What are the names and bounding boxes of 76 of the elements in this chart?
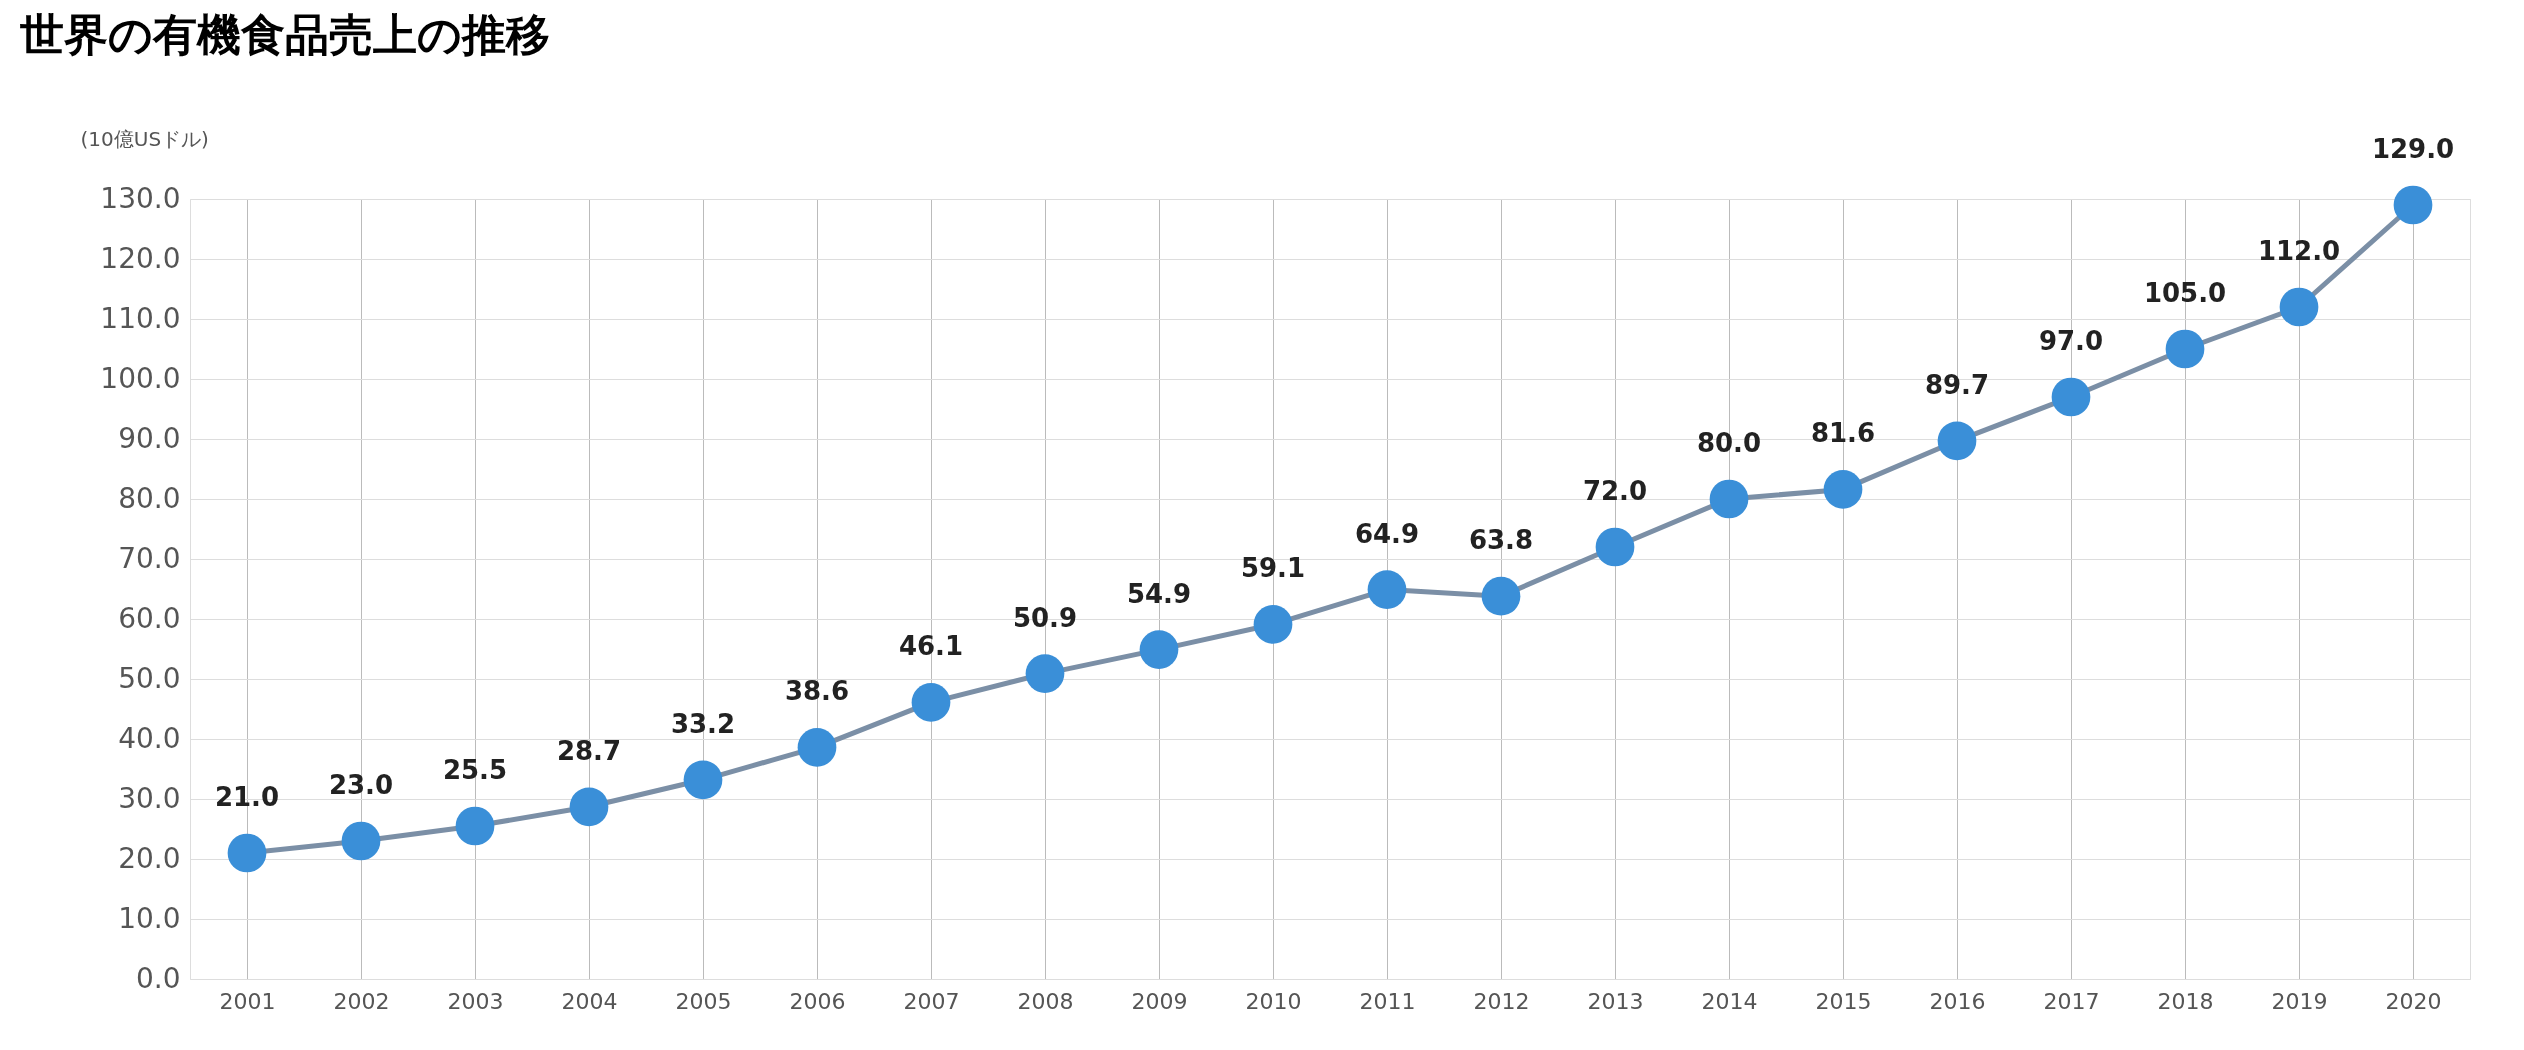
x-tick-label: 2020 [2385,988,2442,1014]
data-label: 21.0 [214,782,280,812]
x-tick-label: 2010 [1245,988,1302,1014]
y-tick-label: 10.0 [118,901,181,935]
point [569,787,609,827]
point [2051,377,2091,417]
data-label: 81.6 [1810,418,1876,449]
y-tick-label: 40.0 [118,721,181,755]
data-label: 23.0 [328,770,394,800]
point [683,760,723,800]
point [1481,576,1521,616]
x-tick-label: 2002 [333,988,390,1014]
x-tick-label: 2019 [2271,988,2328,1014]
data-label: 38.6 [784,676,850,707]
x-tick-label: 2003 [447,988,504,1014]
data-label: 54.9 [1126,578,1192,609]
y-tick-label: 90.0 [118,421,181,455]
x-tick-label: 2005 [675,988,732,1014]
x-tick-label: 2011 [1359,988,1416,1014]
data-label: 25.5 [442,755,508,785]
data-label: 59.1 [1240,553,1306,584]
y-tick-label: 50.0 [118,661,181,695]
y-tick-label: 0.0 [135,961,181,995]
chart-title: 世界の有機食品売上の推移 [20,9,550,60]
y-tick-label: 30.0 [118,781,181,815]
point [797,728,837,767]
x-tick-label: 2013 [1587,988,1644,1014]
data-label: 28.7 [556,735,622,766]
point [1253,605,1293,644]
x-tick-label: 2006 [789,988,846,1014]
data-label: 50.9 [1012,602,1078,633]
x-tick-label: 2016 [1929,988,1986,1014]
x-tick-label: 2009 [1131,988,1188,1014]
x-tick-label: 2007 [903,988,960,1014]
y-tick-label: 110.0 [100,301,181,335]
point [2279,287,2319,327]
point [1937,421,1977,461]
y-tick-label: 130.0 [100,181,181,215]
y-tick-label: 60.0 [118,601,181,635]
point [455,806,495,846]
y-tick-label: 120.0 [100,241,181,275]
x-tick-label: 2008 [1017,988,1074,1014]
data-label: 72.0 [1582,476,1648,506]
data-label: 46.1 [898,631,964,662]
x-tick-label: 2018 [2157,988,2214,1014]
x-tick-label: 2017 [2043,988,2100,1014]
data-label: 105.0 [2143,278,2227,308]
point [2393,185,2433,225]
x-tick-label: 2015 [1815,988,1872,1014]
point [1823,470,1863,509]
y-tick-label: 70.0 [118,541,181,575]
x-tick-label: 2014 [1701,988,1758,1014]
x-tick-label: 2001 [219,988,276,1014]
point [1139,630,1179,669]
y-tick-label: 20.0 [118,841,181,875]
data-label: 89.7 [1924,369,1990,400]
y-tick-label: 100.0 [100,361,181,395]
x-tick-label: 2012 [1473,988,1530,1014]
data-label: 112.0 [2257,236,2341,266]
point [227,833,267,873]
y-tick-label: 80.0 [118,481,181,515]
data-label: 97.0 [2038,326,2104,356]
point [341,821,381,861]
x-tick-label: 2004 [561,988,618,1014]
data-label: 63.8 [1468,525,1534,556]
point [1367,570,1407,609]
data-label: 129.0 [2371,134,2455,164]
point [1595,527,1635,567]
point [911,683,951,722]
point [2165,329,2205,369]
data-label: 64.9 [1354,518,1420,549]
y-axis-title: (10億USドル) [80,126,209,151]
data-label: 80.0 [1696,428,1762,458]
point [1709,479,1749,519]
point [1025,654,1065,693]
data-label: 33.2 [670,708,736,739]
